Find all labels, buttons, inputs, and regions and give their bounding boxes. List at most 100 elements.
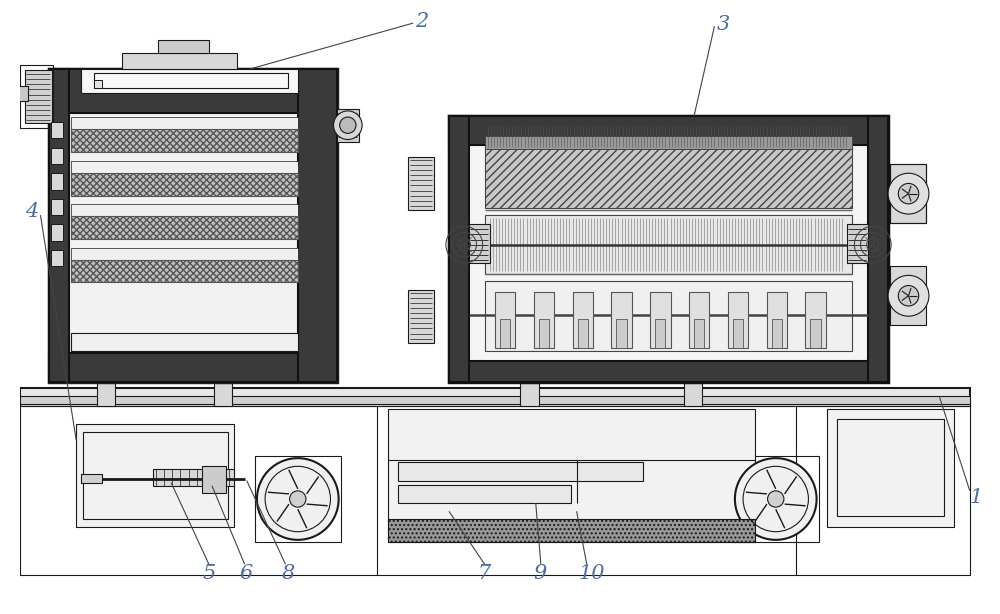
Bar [827, 409, 954, 527]
Bar [76, 424, 234, 527]
Bar [255, 456, 341, 542]
Bar [810, 319, 821, 348]
Bar [122, 53, 237, 69]
Circle shape [898, 286, 919, 306]
Bar [158, 41, 209, 53]
Bar [49, 353, 337, 381]
Bar [94, 80, 102, 88]
Bar [49, 69, 69, 381]
Text: 3: 3 [717, 15, 730, 34]
Circle shape [898, 184, 919, 204]
Text: 1: 1 [970, 488, 983, 507]
Bar [539, 319, 549, 348]
Bar [51, 224, 63, 241]
Bar [534, 292, 554, 348]
Bar [51, 173, 63, 190]
Bar [733, 456, 819, 542]
Bar [520, 375, 539, 406]
Bar [495, 292, 515, 348]
Bar [51, 199, 63, 215]
Bar [805, 292, 826, 348]
Text: 5: 5 [203, 564, 216, 583]
Bar [81, 475, 102, 483]
Bar [153, 469, 234, 486]
Bar [578, 319, 588, 348]
Circle shape [290, 491, 306, 507]
Bar [20, 396, 970, 406]
Bar [772, 319, 782, 348]
Bar [71, 333, 298, 351]
Bar [469, 224, 490, 263]
Bar [767, 292, 787, 348]
Circle shape [257, 458, 339, 540]
Circle shape [768, 491, 784, 507]
Bar [71, 161, 298, 173]
Bar [449, 116, 888, 381]
Bar [461, 128, 876, 369]
Bar [449, 116, 469, 381]
Bar [71, 260, 298, 282]
Bar [408, 290, 434, 343]
Bar [51, 250, 63, 266]
Bar [655, 319, 665, 348]
Bar [49, 69, 337, 113]
Text: 6: 6 [240, 564, 253, 583]
Bar [398, 462, 643, 481]
Circle shape [334, 111, 362, 139]
Bar [25, 70, 52, 123]
Bar [71, 117, 298, 130]
Circle shape [888, 275, 929, 316]
Bar [18, 87, 28, 101]
Text: 2: 2 [415, 12, 428, 31]
Bar [689, 292, 709, 348]
Bar [890, 266, 926, 325]
Bar [616, 319, 627, 348]
Bar [398, 484, 571, 503]
Bar [49, 69, 337, 381]
Bar [51, 122, 63, 139]
Bar [485, 215, 852, 274]
Bar [388, 409, 755, 542]
Text: 8: 8 [281, 564, 295, 583]
Text: 9: 9 [534, 564, 547, 583]
Bar [573, 292, 593, 348]
Bar [20, 65, 53, 128]
Bar [408, 157, 434, 210]
Circle shape [340, 117, 356, 133]
Text: 7: 7 [478, 564, 491, 583]
Circle shape [888, 173, 929, 214]
Bar [81, 69, 298, 93]
Bar [449, 361, 888, 381]
Bar [449, 116, 888, 145]
Bar [20, 404, 970, 575]
Bar [71, 248, 298, 260]
Bar [728, 292, 748, 348]
Bar [485, 281, 852, 351]
Bar [485, 136, 852, 149]
Bar [97, 350, 115, 406]
Bar [94, 73, 288, 88]
Bar [71, 130, 298, 152]
Text: 4: 4 [25, 202, 38, 221]
Bar [684, 375, 702, 406]
Bar [890, 164, 926, 223]
Bar [71, 173, 298, 196]
Bar [650, 292, 671, 348]
Bar [694, 319, 704, 348]
Bar [847, 224, 868, 263]
Bar [485, 147, 852, 208]
Bar [71, 216, 298, 239]
Bar [868, 116, 888, 381]
Bar [20, 387, 970, 406]
Bar [51, 148, 63, 164]
Bar [214, 350, 232, 406]
Bar [611, 292, 632, 348]
Bar [71, 204, 298, 216]
Bar [733, 319, 743, 348]
Bar [837, 419, 944, 516]
Bar [890, 164, 926, 223]
Text: 10: 10 [579, 564, 605, 583]
Bar [337, 109, 359, 142]
Bar [500, 319, 510, 348]
Bar [298, 69, 337, 381]
